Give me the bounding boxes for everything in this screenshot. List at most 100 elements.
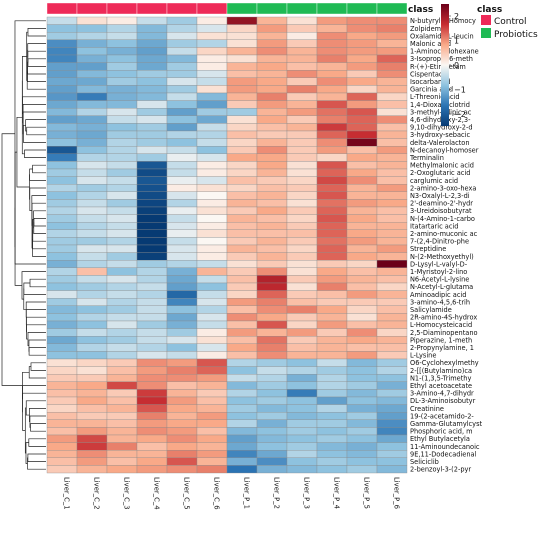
heatmap-cell [377, 169, 407, 177]
heatmap-cell [287, 139, 317, 147]
heatmap-cell [107, 291, 137, 299]
heatmap-cell [77, 382, 107, 390]
heatmap-cell [317, 359, 347, 367]
heatmap-cell [47, 131, 77, 139]
heatmap-cell [197, 344, 227, 352]
heatmap-cell [287, 405, 317, 413]
heatmap-cell [107, 245, 137, 253]
heatmap-cell [377, 245, 407, 253]
heatmap-cell [227, 427, 257, 435]
heatmap-cell [287, 154, 317, 162]
heatmap-cell [197, 25, 227, 33]
heatmap-cell [347, 55, 377, 63]
heatmap-cell [287, 237, 317, 245]
legend-swatch-control [481, 15, 491, 25]
heatmap-cell [377, 93, 407, 101]
heatmap-cell [167, 154, 197, 162]
heatmap-cell [197, 63, 227, 71]
heatmap-cell [227, 260, 257, 268]
dendrogram-branch [33, 165, 46, 173]
heatmap-cell [287, 230, 317, 238]
heatmap-cell [107, 40, 137, 48]
heatmap-cell [107, 161, 137, 169]
heatmap-cell [317, 306, 347, 314]
heatmap-cell [197, 199, 227, 207]
heatmap-cell [287, 283, 317, 291]
heatmap-cell [347, 397, 377, 405]
heatmap-cell [317, 405, 347, 413]
heatmap-cell [227, 321, 257, 329]
heatmap-cell [107, 435, 137, 443]
heatmap-cell [347, 184, 377, 192]
heatmap-cell [137, 237, 167, 245]
dendrogram-branch [15, 208, 22, 285]
heatmap-cell [317, 412, 347, 420]
heatmap-cell [77, 139, 107, 147]
heatmap-cell [47, 329, 77, 337]
column-label: Liver_P_6 [393, 477, 401, 509]
heatmap-cell [197, 253, 227, 261]
heatmap-cell [257, 184, 287, 192]
heatmap-cell [317, 192, 347, 200]
heatmap-cell [257, 78, 287, 86]
heatmap-cell [347, 298, 377, 306]
heatmap-cell [287, 101, 317, 109]
heatmap-cell [107, 78, 137, 86]
heatmap-cell [317, 177, 347, 185]
heatmap-cell [317, 382, 347, 390]
heatmap-cell [137, 465, 167, 473]
heatmap-cell [377, 283, 407, 291]
dendrogram-branch [28, 50, 46, 74]
heatmap-cell [377, 450, 407, 458]
heatmap-cell [287, 450, 317, 458]
heatmap-cell [377, 268, 407, 276]
heatmap-cell [137, 253, 167, 261]
heatmap-cell [377, 131, 407, 139]
heatmap-cell [107, 70, 137, 78]
heatmap-cell [77, 367, 107, 375]
heatmap-cell [227, 139, 257, 147]
heatmap-cell [197, 298, 227, 306]
heatmap-cell [47, 161, 77, 169]
heatmap-cell [227, 298, 257, 306]
heatmap-cell [377, 161, 407, 169]
dendrogram-branch [31, 363, 46, 371]
heatmap-cell [347, 443, 377, 451]
heatmap-cell [167, 268, 197, 276]
heatmap-cell [347, 367, 377, 375]
heatmap-cell [257, 458, 287, 466]
dendrogram-branch [27, 458, 46, 469]
heatmap-cell [47, 123, 77, 131]
column-label: Liver_P_4 [333, 477, 341, 509]
dendrogram-branch [30, 424, 46, 432]
heatmap-cell [317, 435, 347, 443]
heatmap-cell [47, 199, 77, 207]
heatmap-cell [347, 101, 377, 109]
heatmap-cell [377, 435, 407, 443]
heatmap-cell [257, 230, 287, 238]
heatmap-cell [107, 63, 137, 71]
colorbar-tick-label: −2 [454, 110, 466, 119]
heatmap-cell [167, 336, 197, 344]
heatmap-cell [107, 427, 137, 435]
heatmap-cell [197, 146, 227, 154]
heatmap-cell [77, 253, 107, 261]
heatmap-cell [347, 420, 377, 428]
heatmap-cell [137, 359, 167, 367]
heatmap-cell [47, 344, 77, 352]
heatmap-cell [257, 420, 287, 428]
heatmap-cell [377, 260, 407, 268]
heatmap-cell [227, 465, 257, 473]
heatmap-cell [347, 344, 377, 352]
dendrogram-branch [25, 150, 46, 158]
heatmap-cell [317, 465, 347, 473]
heatmap-cell [227, 329, 257, 337]
heatmap-cell [47, 450, 77, 458]
heatmap-cell [47, 85, 77, 93]
heatmap-cell [107, 397, 137, 405]
heatmap-cell [227, 420, 257, 428]
heatmap-cell [137, 85, 167, 93]
class-cell-probiotics [377, 3, 407, 14]
heatmap-cell [197, 351, 227, 359]
heatmap-cell [197, 458, 227, 466]
